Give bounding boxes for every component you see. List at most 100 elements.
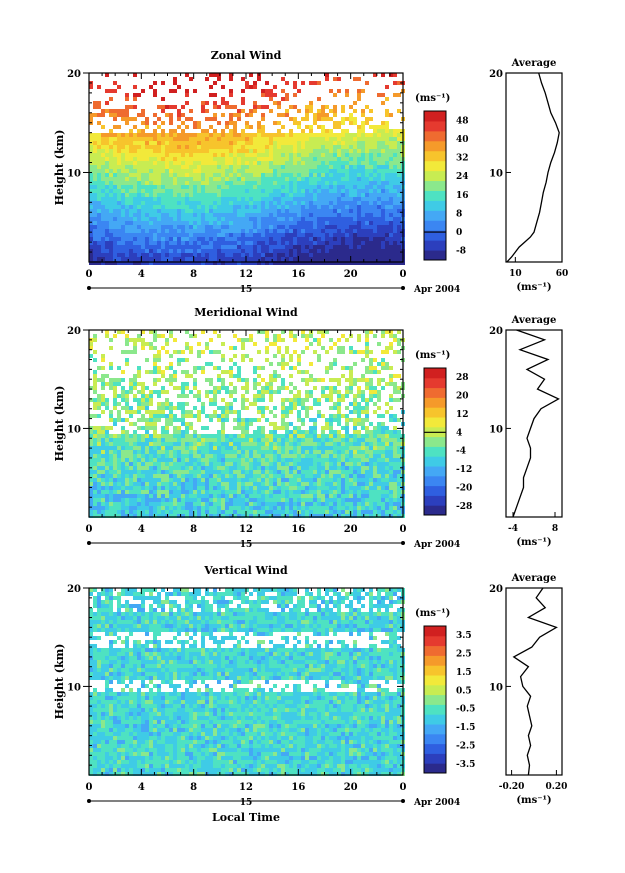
x-tick-label: 0 <box>86 782 93 793</box>
profile-x-tick: -4 <box>508 524 518 534</box>
y-tick-label: 20 <box>67 69 81 80</box>
profile-y-tick: 10 <box>489 682 503 693</box>
x-tick-label: 16 <box>291 782 305 793</box>
x-tick-label: 20 <box>344 782 358 793</box>
profile-title: Average <box>511 58 557 69</box>
x-tick-label: 12 <box>239 524 253 535</box>
colorbar-tick-label: 1.5 <box>456 668 472 678</box>
colorbar <box>423 110 447 261</box>
y-axis-label: Height (km) <box>53 130 66 206</box>
date-label: 15 <box>240 285 253 295</box>
colorbar-tick-label: -20 <box>456 483 472 493</box>
x-tick-label: 0 <box>400 269 407 280</box>
chart-title: Zonal Wind <box>211 49 282 62</box>
colorbar-tick-label: 20 <box>456 392 469 402</box>
colorbar-tick-label: 28 <box>456 373 469 383</box>
average-profile: Average 20 10 -0.20 0.20 (ms⁻¹) <box>489 573 567 806</box>
profile-x-tick: 0.20 <box>545 782 567 792</box>
profile-x-tick: 8 <box>552 524 558 534</box>
profile-x-tick: 60 <box>556 269 569 279</box>
profile-title: Average <box>511 573 557 584</box>
y-axis-label: Height (km) <box>53 386 66 462</box>
x-tick-label: 12 <box>239 269 253 280</box>
heatmap-field <box>89 330 405 518</box>
colorbar-tick-label: 3.5 <box>456 631 472 641</box>
profile-x-tick: -0.20 <box>499 782 525 792</box>
heatmap-field <box>89 73 405 265</box>
y-tick-label: 20 <box>67 584 81 595</box>
y-tick-label: 10 <box>67 168 81 179</box>
colorbar-tick-label: -28 <box>456 502 472 512</box>
x-tick-label: 0 <box>400 524 407 535</box>
date-label: 15 <box>240 540 253 550</box>
colorbar <box>423 625 447 774</box>
colorbar-tick-label: 12 <box>456 410 469 420</box>
profile-line <box>512 329 560 518</box>
chart-title: Vertical Wind <box>203 564 288 577</box>
date-label: 15 <box>240 798 253 808</box>
average-profile: Average 20 10 -4 8(ms⁻¹) <box>489 315 563 548</box>
colorbar-tick-label: -8 <box>456 247 466 257</box>
x-tick-label: 0 <box>86 524 93 535</box>
profile-line <box>512 587 558 776</box>
heatmap-field <box>89 588 405 776</box>
colorbar-tick-label: 0 <box>456 228 462 238</box>
profile-y-tick: 10 <box>489 424 503 435</box>
x-axis-label: Local Time <box>212 811 280 824</box>
chart-title: Meridional Wind <box>194 306 298 319</box>
colorbar-tick-label: -4 <box>456 447 466 457</box>
profile-y-tick: 10 <box>489 168 503 179</box>
profile-line <box>506 72 560 263</box>
x-tick-label: 8 <box>190 524 197 535</box>
colorbar-tick-label: 48 <box>456 116 469 126</box>
x-tick-label: 16 <box>291 269 305 280</box>
profile-x-label: (ms⁻¹) <box>516 282 551 293</box>
colorbar-tick-label: 32 <box>456 154 469 164</box>
colorbar-tick-label: -2.5 <box>456 741 475 751</box>
profile-title: Average <box>511 315 557 326</box>
average-profile: Average 20 10 10 60 (ms⁻¹) <box>489 58 568 293</box>
x-tick-label: 0 <box>86 269 93 280</box>
month-label: Apr 2004 <box>413 798 460 808</box>
x-tick-label: 20 <box>344 269 358 280</box>
colorbar-tick-label: -0.5 <box>456 705 475 715</box>
x-tick-label: 4 <box>138 782 145 793</box>
y-axis-label: Height (km) <box>53 644 66 720</box>
profile-y-tick: 20 <box>489 584 503 595</box>
colorbar-tick-label: -1.5 <box>456 723 475 733</box>
y-tick-label: 10 <box>67 424 81 435</box>
colorbar-unit: (ms⁻¹) <box>415 350 450 361</box>
x-tick-label: 8 <box>190 782 197 793</box>
colorbar-tick-label: 24 <box>456 172 469 182</box>
colorbar-tick-label: 4 <box>456 428 462 438</box>
colorbar-tick-label: 0.5 <box>456 686 472 696</box>
x-tick-label: 16 <box>291 524 305 535</box>
x-tick-label: 0 <box>400 782 407 793</box>
y-tick-label: 10 <box>67 682 81 693</box>
profile-y-tick: 20 <box>489 326 503 337</box>
colorbar-tick-label: 2.5 <box>456 650 472 660</box>
colorbar-tick-label: -3.5 <box>456 760 475 770</box>
colorbar-tick-label: 40 <box>456 135 469 145</box>
colorbar-unit: (ms⁻¹) <box>415 93 450 104</box>
month-label: Apr 2004 <box>413 540 460 550</box>
x-tick-label: 12 <box>239 782 253 793</box>
x-tick-label: 4 <box>138 269 145 280</box>
y-tick-label: 20 <box>67 326 81 337</box>
month-label: Apr 2004 <box>413 285 460 295</box>
colorbar-tick-label: 16 <box>456 191 469 201</box>
profile-x-label: (ms⁻¹) <box>516 795 551 806</box>
profile-y-tick: 20 <box>489 69 503 80</box>
x-tick-label: 20 <box>344 524 358 535</box>
colorbar-unit: (ms⁻¹) <box>415 608 450 619</box>
profile-x-tick: 10 <box>509 269 522 279</box>
profile-x-label: (ms⁻¹) <box>516 537 551 548</box>
x-tick-label: 4 <box>138 524 145 535</box>
colorbar-tick-label: 8 <box>456 209 462 219</box>
colorbar-tick-label: -12 <box>456 465 472 475</box>
colorbar <box>423 367 447 516</box>
